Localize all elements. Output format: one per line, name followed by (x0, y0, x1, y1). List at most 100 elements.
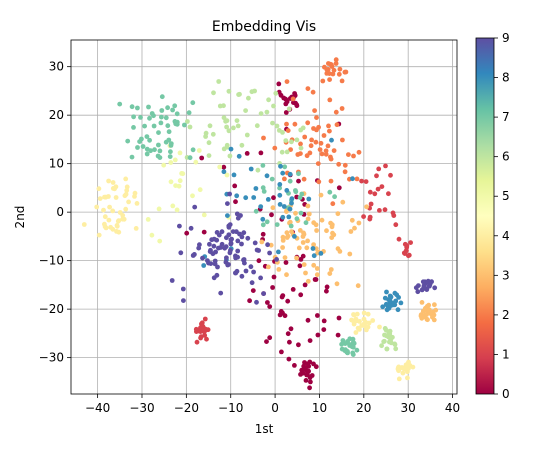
data-point (221, 146, 227, 152)
data-point (367, 214, 373, 220)
data-point (258, 275, 263, 281)
data-point (336, 71, 342, 77)
data-point (400, 370, 406, 376)
data-point (96, 186, 102, 192)
data-point (177, 178, 183, 184)
plot-frame (70, 39, 458, 395)
data-point (251, 269, 256, 275)
data-point (203, 130, 209, 136)
colorbar: 0 1 2 3 4 5 6 7 8 9 (475, 31, 510, 401)
data-point (149, 111, 155, 116)
y-axis-label: 2nd (13, 206, 27, 229)
data-point (125, 138, 131, 144)
data-point (135, 105, 140, 111)
data-point (241, 230, 247, 236)
data-point (321, 327, 327, 332)
data-point (258, 204, 264, 210)
data-point (217, 164, 223, 170)
data-point (266, 264, 271, 270)
data-point (274, 257, 279, 262)
data-point (147, 115, 152, 121)
data-point (190, 193, 195, 199)
data-point (413, 285, 419, 291)
data-point (392, 342, 398, 347)
data-point (359, 323, 365, 328)
data-point (330, 71, 336, 77)
data-point (287, 339, 292, 345)
data-point (270, 205, 276, 211)
data-point (333, 61, 339, 66)
data-point (321, 133, 327, 138)
data-point (308, 379, 313, 385)
data-point (169, 278, 175, 283)
data-point (168, 160, 174, 165)
colorbar-tick-label: 8 (502, 71, 510, 85)
data-point (142, 123, 148, 129)
data-point (197, 187, 203, 193)
data-point (298, 145, 304, 151)
data-point (351, 153, 356, 159)
data-point (267, 335, 273, 341)
data-point (293, 189, 299, 195)
data-point (224, 118, 230, 124)
data-point (328, 178, 334, 184)
data-point (425, 317, 430, 323)
data-point (157, 148, 163, 154)
data-point (251, 195, 257, 200)
data-point (323, 148, 329, 154)
data-point (279, 349, 284, 355)
data-point (207, 241, 212, 247)
data-point (431, 317, 437, 323)
data-point (384, 346, 390, 352)
data-point (301, 363, 307, 369)
data-point (174, 207, 180, 213)
data-point (298, 292, 304, 298)
data-point (324, 284, 330, 290)
data-point (233, 270, 239, 276)
data-point (336, 185, 342, 191)
data-point (393, 222, 399, 228)
data-point (235, 254, 241, 260)
data-point (206, 260, 211, 266)
data-point (319, 151, 325, 157)
data-point (314, 272, 320, 278)
data-point (211, 90, 216, 96)
data-point (381, 339, 387, 344)
data-point (382, 207, 388, 213)
data-point (201, 229, 207, 235)
data-point (170, 203, 176, 209)
data-point (305, 238, 310, 244)
data-point (131, 114, 137, 120)
data-point (219, 229, 225, 235)
data-point (303, 220, 309, 226)
data-point (311, 126, 316, 131)
data-point (167, 154, 173, 160)
data-point (236, 92, 242, 97)
data-point (292, 234, 297, 239)
data-point (364, 327, 369, 333)
data-point (331, 67, 337, 73)
data-point (289, 139, 294, 145)
data-point (329, 235, 335, 241)
data-point (329, 224, 335, 230)
data-point (158, 120, 164, 126)
data-point (247, 298, 253, 304)
data-point (226, 88, 232, 94)
data-point (224, 235, 229, 241)
data-point (239, 241, 244, 247)
data-point (235, 238, 241, 244)
data-point (280, 170, 286, 176)
y-tick-label: 10 (49, 157, 64, 171)
colorbar-tick-label: 1 (502, 347, 510, 361)
x-tick-label: 0 (271, 401, 279, 415)
data-point (102, 224, 108, 230)
data-point (301, 231, 307, 237)
data-point (215, 264, 220, 270)
data-point (234, 118, 240, 123)
data-point (252, 240, 258, 246)
data-point (166, 129, 172, 135)
data-point (276, 249, 281, 255)
data-point (388, 294, 394, 300)
colorbar-tick-label: 6 (502, 150, 510, 164)
data-point (243, 195, 249, 201)
